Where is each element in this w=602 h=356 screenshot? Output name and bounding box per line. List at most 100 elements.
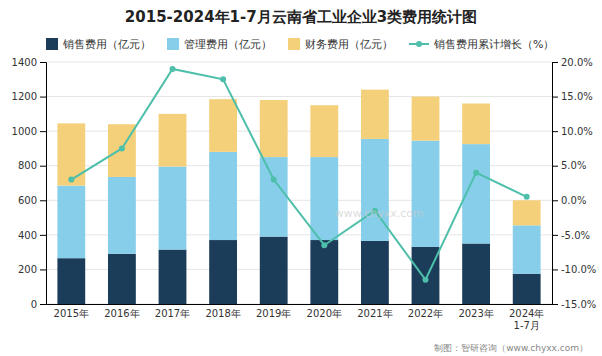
bar bbox=[260, 237, 288, 304]
line-marker bbox=[524, 194, 530, 200]
x-tick: 2021年 bbox=[357, 308, 392, 319]
y2-tick-mark bbox=[552, 166, 558, 167]
plot: 2015年2016年2017年2018年2019年2020年2021年2022年… bbox=[12, 57, 597, 331]
y2-tick-mark bbox=[552, 97, 558, 98]
y2-tick: 0.0% bbox=[552, 195, 586, 206]
y2-tick-label: -15.0% bbox=[561, 299, 596, 310]
x-tick: 2024年1-7月 bbox=[509, 308, 544, 331]
x-tick: 2022年 bbox=[408, 308, 443, 319]
bar bbox=[513, 274, 541, 304]
bar bbox=[361, 241, 389, 304]
y-tick-mark bbox=[40, 166, 46, 167]
footer: 制图：智研咨询（www.chyxx.com） bbox=[434, 343, 588, 353]
y-tick-mark bbox=[40, 235, 46, 236]
y2-tick-label: 0.0% bbox=[561, 195, 586, 206]
line bbox=[71, 69, 526, 280]
y2-tick: 15.0% bbox=[552, 91, 593, 102]
x-tick: 2016年 bbox=[104, 308, 139, 319]
bar bbox=[310, 105, 338, 157]
y-tick: 0 bbox=[31, 299, 46, 310]
watermark: www.chyxx.com bbox=[335, 207, 424, 220]
bar bbox=[260, 157, 288, 237]
y2-tick-mark bbox=[552, 200, 558, 201]
axis-line bbox=[47, 304, 553, 305]
y2-tick-label: 15.0% bbox=[561, 91, 593, 102]
y2-tick: -15.0% bbox=[552, 299, 596, 310]
x-tick-label: 2019年 bbox=[256, 308, 291, 319]
legend-swatch bbox=[288, 38, 300, 50]
y2-tick-mark bbox=[552, 304, 558, 305]
x-tick-label: 2022年 bbox=[408, 308, 443, 319]
bar bbox=[513, 200, 541, 225]
grid bbox=[46, 62, 552, 304]
y-tick-label: 0 bbox=[31, 299, 37, 310]
bar bbox=[159, 114, 187, 167]
x-tick-label: 2017年 bbox=[155, 308, 190, 319]
x-tick-label: 2016年 bbox=[104, 308, 139, 319]
y2-tick-label: 5.0% bbox=[561, 160, 586, 171]
y-tick-mark bbox=[40, 304, 46, 305]
y2-tick-label: -5.0% bbox=[561, 230, 590, 241]
y-tick-mark bbox=[40, 200, 46, 201]
y-tick-mark bbox=[40, 131, 46, 132]
y2-tick: -10.0% bbox=[552, 264, 596, 275]
x-tick-label: 2020年 bbox=[307, 308, 342, 319]
y-tick-label: 200 bbox=[18, 264, 37, 275]
x-tick-label: 2023年 bbox=[458, 308, 493, 319]
legend-label: 财务费用（亿元） bbox=[305, 38, 393, 51]
bar bbox=[57, 123, 85, 185]
line-marker bbox=[170, 66, 176, 72]
y-tick: 800 bbox=[18, 160, 46, 171]
line-marker bbox=[271, 177, 277, 183]
legend-swatch bbox=[46, 38, 58, 50]
y-tick-label: 800 bbox=[18, 160, 37, 171]
bar bbox=[108, 177, 136, 254]
bar bbox=[310, 157, 338, 240]
y-tick: 1000 bbox=[12, 126, 46, 137]
bar bbox=[260, 100, 288, 157]
line-marker bbox=[321, 242, 327, 248]
bar bbox=[361, 90, 389, 139]
grid-line bbox=[46, 62, 552, 63]
line-marker bbox=[68, 177, 74, 183]
y2-axis: -15.0% -10.0% -5.0% 0.0% 5.0% 10.0% 15.0% 20.0% bbox=[552, 57, 596, 310]
line-marker bbox=[119, 145, 125, 151]
x-tick: 2019年 bbox=[256, 308, 291, 319]
y2-tick: 10.0% bbox=[552, 126, 593, 137]
x-tick: 2020年 bbox=[307, 308, 342, 319]
legend-label: 销售费用累计增长（%） bbox=[433, 38, 554, 51]
y2-tick: -5.0% bbox=[552, 230, 590, 241]
y2-tick-label: 20.0% bbox=[561, 57, 593, 68]
y2-tick-mark bbox=[552, 269, 558, 270]
x-tick-label: 2021年 bbox=[357, 308, 392, 319]
bar bbox=[209, 152, 237, 240]
bar bbox=[159, 167, 187, 250]
bar bbox=[412, 247, 440, 304]
bar bbox=[412, 97, 440, 141]
bar bbox=[462, 103, 490, 144]
y-tick-label: 600 bbox=[18, 195, 37, 206]
line-marker bbox=[473, 170, 479, 176]
bar bbox=[513, 225, 541, 273]
y-tick: 200 bbox=[18, 264, 46, 275]
line-marker bbox=[220, 76, 226, 82]
y-tick-label: 1200 bbox=[12, 91, 37, 102]
y-tick: 400 bbox=[18, 230, 46, 241]
marks bbox=[57, 66, 540, 304]
legend-item: 财务费用（亿元） bbox=[288, 38, 393, 51]
x-tick-label: 2024年1-7月 bbox=[509, 308, 544, 331]
y2-tick-label: 10.0% bbox=[561, 126, 593, 137]
bar bbox=[108, 254, 136, 304]
axis-line bbox=[553, 63, 559, 305]
legend-label: 管理费用（亿元） bbox=[184, 38, 272, 51]
y-tick-label: 1400 bbox=[12, 57, 37, 68]
y-tick-label: 400 bbox=[18, 230, 37, 241]
legend-item: 销售费用累计增长（%） bbox=[409, 38, 554, 51]
legend-marker bbox=[416, 41, 422, 47]
legend: 销售费用（亿元）管理费用（亿元）财务费用（亿元）销售费用累计增长（%） bbox=[46, 38, 554, 51]
y-tick: 1200 bbox=[12, 91, 46, 102]
legend-item: 管理费用（亿元） bbox=[167, 38, 272, 51]
legend-swatch bbox=[167, 38, 179, 50]
x-tick: 2023年 bbox=[458, 308, 493, 319]
bar bbox=[57, 186, 85, 259]
